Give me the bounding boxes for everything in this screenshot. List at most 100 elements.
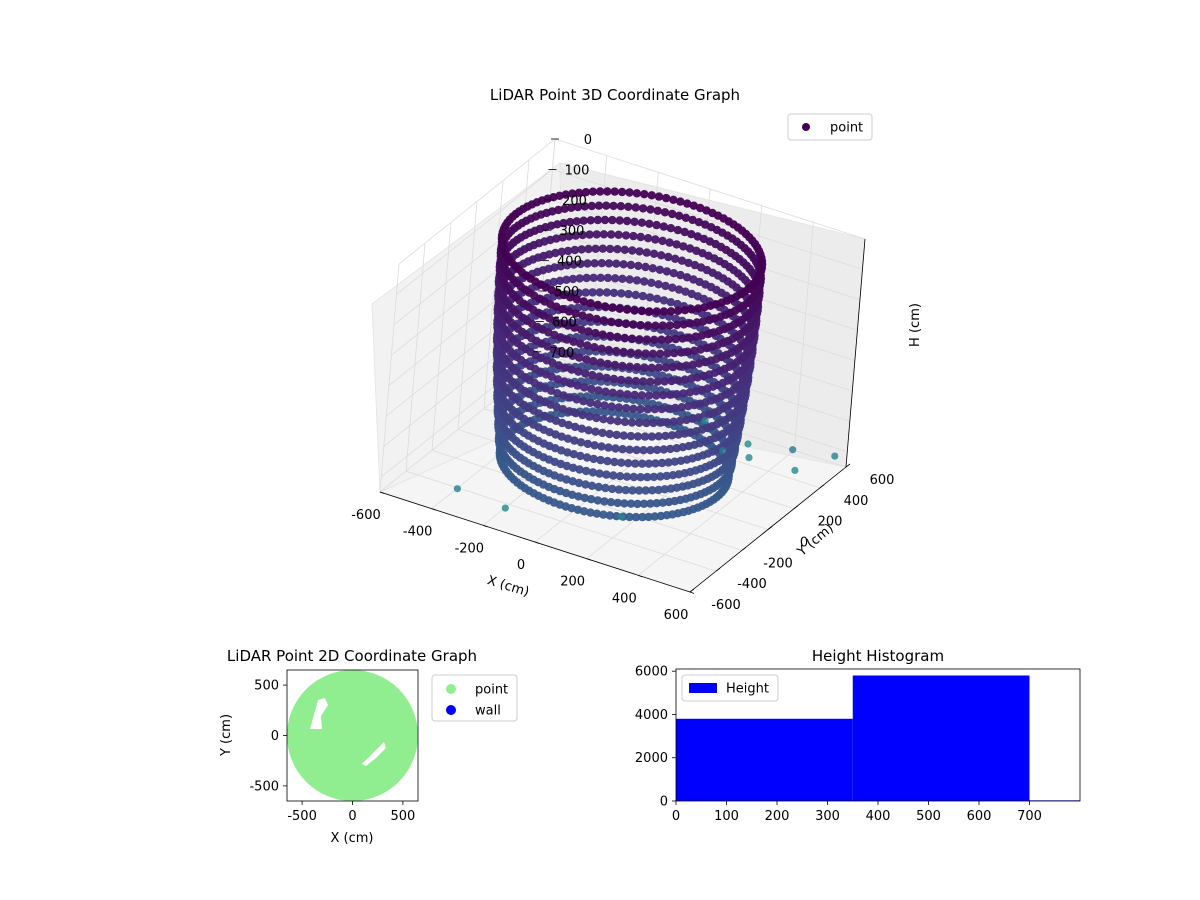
point-3d <box>646 377 655 386</box>
point-3d <box>672 390 682 399</box>
point-3d <box>640 277 649 286</box>
point-3d <box>617 375 626 385</box>
outlier-point-3d <box>831 452 839 460</box>
point-3d <box>594 201 604 210</box>
x-tick-label-3d: 400 <box>612 591 637 606</box>
y-tick-label-3d: -600 <box>711 598 741 613</box>
point-3d <box>686 319 695 328</box>
legend-histogram-box <box>681 674 779 702</box>
point-3d <box>644 391 654 400</box>
point-3d <box>591 328 600 338</box>
point-3d <box>639 377 648 386</box>
point-3d <box>614 485 624 494</box>
point-3d <box>562 335 572 344</box>
point-3d <box>579 216 588 225</box>
point-3d <box>558 305 567 314</box>
point-3d <box>652 220 661 230</box>
point-3d <box>690 346 699 355</box>
point-3d <box>625 445 634 454</box>
x-tick-label-histogram: 300 <box>815 809 840 824</box>
x-tick-label-histogram: 100 <box>714 809 739 824</box>
point-3d <box>632 276 642 285</box>
point-3d <box>578 410 587 420</box>
z-tick-label-3d: 0 <box>584 133 592 148</box>
point-3d <box>687 374 696 383</box>
point-3d <box>600 497 609 506</box>
y-tick-3d <box>845 463 851 468</box>
point-3d <box>588 288 597 297</box>
point-3d <box>646 499 655 508</box>
point-3d <box>599 510 608 519</box>
y-tick-label-3d: -200 <box>763 556 793 571</box>
point-3d <box>661 431 670 441</box>
point-3d <box>568 189 577 198</box>
point-3d <box>601 387 610 396</box>
point-3d <box>642 248 651 257</box>
point-3d <box>618 274 627 283</box>
point-3d <box>620 417 630 427</box>
y-tick-label-2d: 0 <box>271 729 279 744</box>
point-3d <box>670 348 679 358</box>
z-tick-label-3d: 100 <box>565 163 590 178</box>
point-3d <box>609 288 619 298</box>
point-3d <box>661 341 671 351</box>
y-tick-label-2d: -500 <box>249 779 279 794</box>
x-tick-label-3d: 600 <box>664 608 689 623</box>
point-3d <box>674 430 683 439</box>
ticks-3d: -600-400-2000200400600-600-400-200020040… <box>351 133 894 623</box>
point-3d <box>586 398 595 407</box>
legend-2d-wall-marker <box>446 705 456 715</box>
point-3d <box>680 227 689 237</box>
point-3d <box>626 431 636 441</box>
point-3d <box>641 262 650 272</box>
point-3d <box>662 267 672 276</box>
point-3d <box>632 363 642 372</box>
point-3d <box>607 402 616 411</box>
x-tick-3d <box>586 558 591 561</box>
point-3d <box>558 405 568 414</box>
point-3d <box>565 407 574 416</box>
point-3d <box>631 459 640 468</box>
outlier-point-3d <box>789 446 797 454</box>
point-3d <box>616 202 626 211</box>
point-3d <box>566 293 575 302</box>
point-3d <box>638 512 647 522</box>
legend-histogram-label: Height <box>726 682 769 697</box>
point-3d <box>636 473 645 482</box>
point-3d <box>595 469 604 478</box>
point-3d <box>647 278 656 287</box>
point-3d <box>687 230 696 239</box>
legend-2d-point-marker <box>446 684 456 694</box>
point-3d <box>595 288 604 297</box>
gap-region-2d <box>362 742 386 766</box>
point-3d <box>588 187 598 196</box>
point-3d <box>655 265 665 274</box>
point-3d <box>632 189 642 198</box>
point-3d <box>566 379 575 388</box>
point-3d <box>681 287 690 296</box>
x-tick-label-histogram: 600 <box>967 809 992 824</box>
point-3d <box>605 511 615 520</box>
point-3d <box>557 432 566 441</box>
point-3d <box>641 486 650 495</box>
point-3d <box>673 225 683 235</box>
point-3d <box>601 483 610 493</box>
point-3d <box>688 360 698 369</box>
point-3d <box>656 349 665 358</box>
point-3d <box>584 362 593 371</box>
point-cloud-3d <box>492 187 767 522</box>
point-3d <box>683 347 692 356</box>
y-tick-3d <box>767 526 773 530</box>
point-3d <box>622 404 631 413</box>
point-3d <box>608 388 617 397</box>
point-3d <box>587 495 596 504</box>
point-3d <box>584 327 593 336</box>
point-3d <box>634 261 643 271</box>
point-3d <box>700 303 709 312</box>
point-3d <box>642 418 651 428</box>
point-3d <box>600 302 610 311</box>
point-3d <box>615 389 625 398</box>
x-axis-label-3d: X (cm) <box>485 573 531 600</box>
point-3d <box>662 418 672 427</box>
